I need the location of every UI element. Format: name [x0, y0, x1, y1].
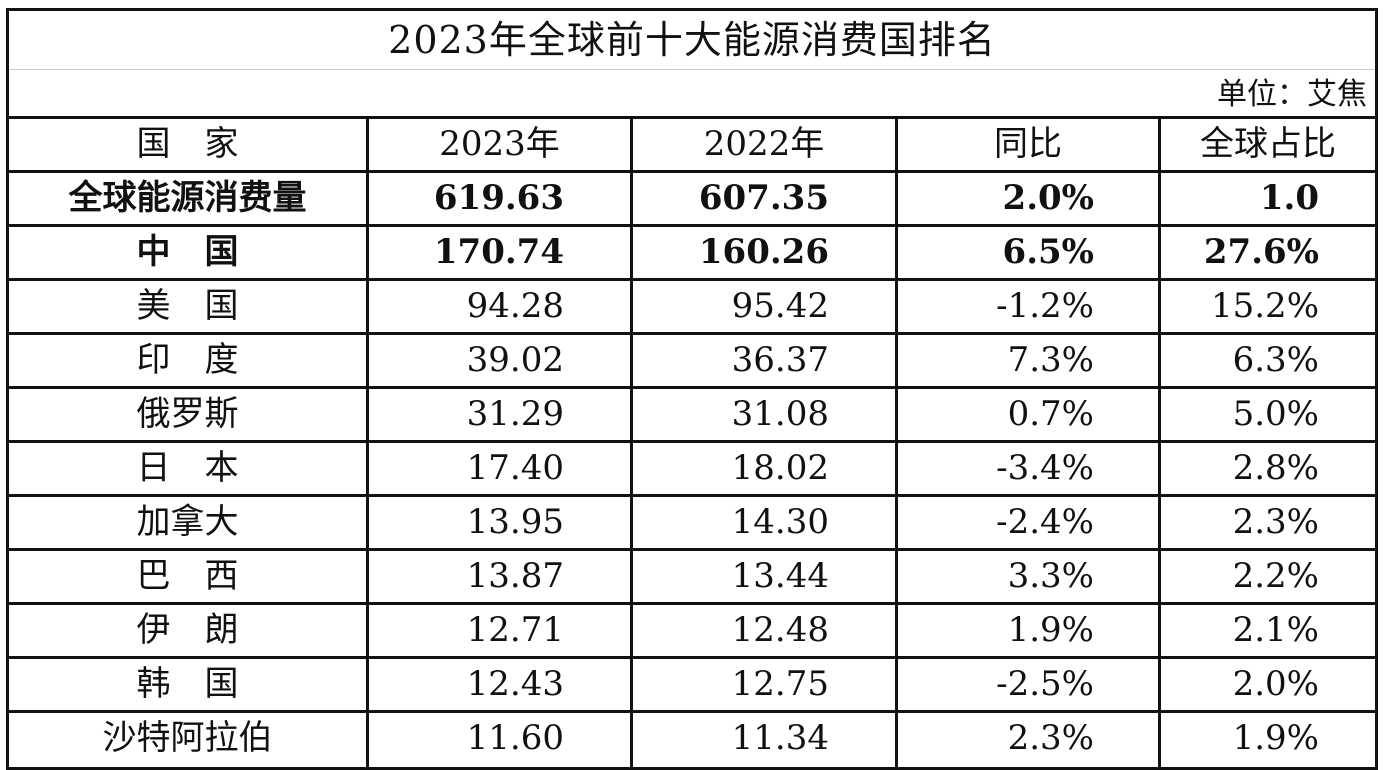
yoy-cell: 7.3% — [898, 335, 1161, 386]
value-2022-cell: 160.26 — [633, 227, 898, 278]
table-row: 巴 西 13.87 13.44 3.3% 2.2% — [9, 551, 1375, 605]
share-cell: 1.0 — [1259, 178, 1319, 218]
yoy-cell: -2.5% — [898, 659, 1161, 710]
country-cell: 美 国 — [9, 281, 369, 332]
table-row: 美 国 94.28 95.42 -1.2% 15.2% — [9, 281, 1375, 335]
yoy-cell: 1.9% — [898, 605, 1161, 656]
value-2022-cell: 18.02 — [633, 443, 898, 494]
table-row: 日 本 17.40 18.02 -3.4% 2.8% — [9, 443, 1375, 497]
table-row: 伊 朗 12.71 12.48 1.9% 2.1% — [9, 605, 1375, 659]
country-cell: 加拿大 — [9, 497, 369, 548]
value-2023-cell: 31.29 — [369, 389, 633, 440]
table-body: 全球能源消费量 619.63 607.35 2.0% 1.0 中 国 170.74 160.2… — [9, 173, 1375, 767]
country-cell: 伊 朗 — [9, 605, 369, 656]
share-cell: 2.0% — [1232, 664, 1319, 704]
header-yoy: 同比 — [898, 119, 1161, 170]
share-cell: 15.2% — [1210, 286, 1319, 326]
country-cell: 日 本 — [9, 443, 369, 494]
country-cell: 韩 国 — [9, 659, 369, 710]
value-2022-cell: 12.75 — [633, 659, 898, 710]
yoy-cell: 0.7% — [898, 389, 1161, 440]
header-country: 国 家 — [9, 119, 369, 170]
yoy-cell: 2.0% — [898, 173, 1161, 224]
table-title: 2023年全球前十大能源消费国排名 — [9, 11, 1375, 70]
share-cell: 5.0% — [1232, 394, 1319, 434]
header-share: 全球占比 — [1200, 124, 1336, 164]
share-cell: 2.8% — [1232, 448, 1319, 488]
value-2023-cell: 13.87 — [369, 551, 633, 602]
value-2022-cell: 13.44 — [633, 551, 898, 602]
value-2023-cell: 12.43 — [369, 659, 633, 710]
value-2023-cell: 13.95 — [369, 497, 633, 548]
yoy-cell: 3.3% — [898, 551, 1161, 602]
yoy-cell: -2.4% — [898, 497, 1161, 548]
country-cell: 印 度 — [9, 335, 369, 386]
share-cell: 2.3% — [1232, 502, 1319, 542]
table-row: 韩 国 12.43 12.75 -2.5% 2.0% — [9, 659, 1375, 713]
value-2023-cell: 170.74 — [369, 227, 633, 278]
yoy-cell: -3.4% — [898, 443, 1161, 494]
header-2022: 2022年 — [633, 119, 898, 170]
country-cell: 巴 西 — [9, 551, 369, 602]
value-2022-cell: 607.35 — [633, 173, 898, 224]
share-cell: 1.9% — [1232, 718, 1319, 758]
share-cell: 2.2% — [1232, 556, 1319, 596]
table-row: 沙特阿拉伯 11.60 11.34 2.3% 1.9% — [9, 713, 1375, 767]
value-2023-cell: 619.63 — [369, 173, 633, 224]
value-2022-cell: 36.37 — [633, 335, 898, 386]
yoy-cell: 6.5% — [898, 227, 1161, 278]
yoy-cell: 2.3% — [898, 713, 1161, 767]
share-cell: 2.1% — [1232, 610, 1319, 650]
value-2023-cell: 12.71 — [369, 605, 633, 656]
value-2022-cell: 95.42 — [633, 281, 898, 332]
energy-consumption-table: 2023年全球前十大能源消费国排名 单位：艾焦 国 家 2023年 2022年 … — [6, 8, 1378, 770]
table-row: 俄罗斯 31.29 31.08 0.7% 5.0% — [9, 389, 1375, 443]
value-2022-cell: 12.48 — [633, 605, 898, 656]
country-cell: 沙特阿拉伯 — [9, 713, 369, 767]
value-2023-cell: 39.02 — [369, 335, 633, 386]
table-row: 全球能源消费量 619.63 607.35 2.0% 1.0 — [9, 173, 1375, 227]
value-2023-cell: 17.40 — [369, 443, 633, 494]
share-cell: 27.6% — [1203, 232, 1319, 272]
table-row: 中 国 170.74 160.26 6.5% 27.6% — [9, 227, 1375, 281]
yoy-cell: -1.2% — [898, 281, 1161, 332]
value-2023-cell: 94.28 — [369, 281, 633, 332]
value-2023-cell: 11.60 — [369, 713, 633, 767]
header-row: 国 家 2023年 2022年 同比 全球占比 — [9, 119, 1375, 173]
table-row: 加拿大 13.95 14.30 -2.4% 2.3% — [9, 497, 1375, 551]
value-2022-cell: 11.34 — [633, 713, 898, 767]
share-cell: 6.3% — [1232, 340, 1319, 380]
value-2022-cell: 14.30 — [633, 497, 898, 548]
country-cell: 俄罗斯 — [9, 389, 369, 440]
header-2023: 2023年 — [369, 119, 633, 170]
country-cell: 中 国 — [9, 227, 369, 278]
country-cell: 全球能源消费量 — [9, 173, 369, 224]
unit-label: 单位：艾焦 — [9, 70, 1375, 119]
value-2022-cell: 31.08 — [633, 389, 898, 440]
table-row: 印 度 39.02 36.37 7.3% 6.3% — [9, 335, 1375, 389]
